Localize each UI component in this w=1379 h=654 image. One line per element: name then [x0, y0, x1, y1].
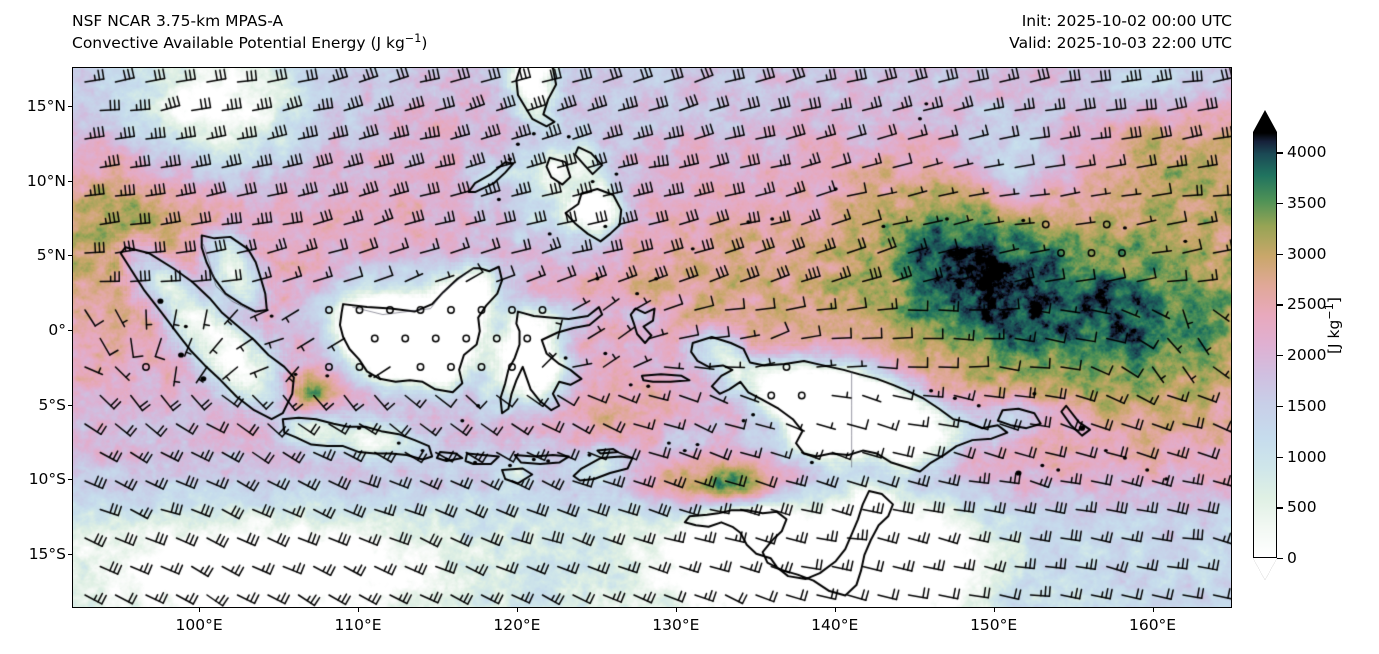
init-time: Init: 2025-10-02 00:00 UTC	[1021, 12, 1232, 30]
colorbar-tick-mark	[1277, 152, 1283, 154]
colorbar-gradient	[1253, 132, 1277, 558]
x-tick-label-1: 110°E	[334, 616, 382, 634]
valid-time: Valid: 2025-10-03 22:00 UTC	[1009, 34, 1232, 52]
x-tick-mark	[358, 608, 360, 612]
colorbar-tick-label-6: 3000	[1287, 244, 1327, 263]
colorbar-tick-mark	[1277, 304, 1283, 306]
colorbar-tick-label-1: 500	[1287, 498, 1317, 517]
colorbar-tick-label-2: 1000	[1287, 447, 1327, 466]
colorbar-label-base: [J kg	[1325, 319, 1343, 354]
colorbar	[1253, 110, 1277, 580]
x-tick-mark	[1152, 608, 1154, 612]
y-tick-label-6: 15°S	[28, 545, 66, 564]
field-name: Convective Available Potential Energy (J…	[72, 32, 427, 54]
y-tick-mark	[68, 180, 72, 182]
colorbar-tick-mark	[1277, 456, 1283, 458]
y-tick-label-5: 10°S	[28, 470, 66, 489]
field-name-text: Convective Available Potential Energy (J…	[72, 34, 405, 52]
x-tick-label-5: 150°E	[970, 616, 1018, 634]
y-tick-mark	[68, 554, 72, 556]
x-tick-label-3: 130°E	[652, 616, 700, 634]
y-tick-label-3: 0°	[48, 321, 66, 340]
x-tick-mark	[993, 608, 995, 612]
x-tick-mark	[834, 608, 836, 612]
field-name-exponent: −1	[404, 31, 422, 45]
colorbar-tick-mark	[1277, 405, 1283, 408]
colorbar-label-exponent: −1	[1322, 303, 1336, 320]
y-tick-label-2: 5°N	[36, 246, 66, 265]
x-tick-label-0: 100°E	[175, 616, 223, 634]
map-plot-area	[72, 67, 1232, 608]
colorbar-tick-label-4: 2000	[1287, 346, 1327, 365]
field-name-tail: )	[421, 34, 428, 52]
y-tick-mark	[68, 330, 72, 332]
x-tick-mark	[516, 608, 518, 612]
forecast-times: Init: 2025-10-02 00:00 UTC Valid: 2025-1…	[1009, 10, 1232, 54]
colorbar-label-tail: ]	[1325, 297, 1343, 304]
wind-barb-overlay	[73, 68, 1231, 607]
y-tick-label-4: 5°S	[38, 395, 66, 414]
colorbar-tick-mark	[1277, 253, 1283, 255]
colorbar-tick-label-0: 0	[1287, 549, 1297, 567]
colorbar-min-extend-arrow	[1253, 558, 1277, 580]
colorbar-tick-label-5: 2500	[1287, 295, 1327, 314]
y-tick-label-1: 10°N	[26, 171, 66, 190]
colorbar-tick-label-8: 4000	[1287, 143, 1327, 162]
figure-title: NSF NCAR 3.75-km MPAS-A Convective Avail…	[72, 10, 427, 54]
colorbar-max-extend-arrow	[1253, 110, 1277, 132]
y-tick-mark	[68, 479, 72, 481]
y-tick-mark	[68, 105, 72, 107]
x-tick-mark	[199, 608, 201, 612]
colorbar-axis-label: [J kg−1]	[1322, 297, 1343, 354]
colorbar-tick-label-7: 3500	[1287, 194, 1327, 212]
model-name: NSF NCAR 3.75-km MPAS-A	[72, 12, 284, 30]
x-tick-label-2: 120°E	[493, 616, 541, 634]
colorbar-tick-label-3: 1500	[1287, 396, 1327, 415]
y-tick-mark	[68, 255, 72, 257]
x-tick-label-6: 160°E	[1128, 616, 1177, 634]
x-tick-mark	[675, 608, 677, 612]
colorbar-tick-mark	[1277, 203, 1283, 205]
x-tick-label-4: 140°E	[811, 616, 859, 634]
y-tick-mark	[68, 404, 72, 406]
y-tick-label-0: 15°N	[26, 96, 66, 115]
colorbar-tick-mark	[1277, 507, 1283, 509]
colorbar-tick-mark	[1277, 355, 1283, 357]
colorbar-tick-mark	[1277, 558, 1283, 560]
